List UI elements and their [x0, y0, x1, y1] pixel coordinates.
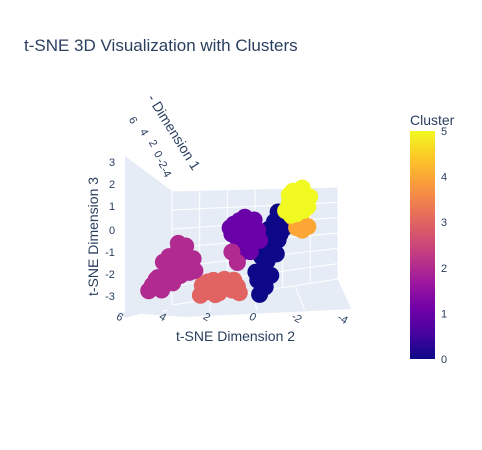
z-axis-ticks: 3 2 1 0 -1 -2 -3 — [105, 157, 115, 303]
y-tick-label: 0 — [247, 311, 258, 324]
gridline — [337, 278, 353, 310]
data-point-cluster-2[interactable] — [173, 257, 191, 275]
data-point-cluster-5[interactable] — [282, 206, 300, 224]
x-tick-label: 6 — [126, 115, 139, 126]
z-tick-label: 1 — [109, 201, 115, 213]
gridline — [162, 309, 168, 312]
data-point-cluster-5[interactable] — [299, 198, 317, 216]
z-tick-label: 3 — [109, 157, 115, 169]
data-point-cluster-3[interactable] — [206, 286, 224, 304]
data-point-cluster-3[interactable] — [191, 286, 209, 304]
z-tick-label: -3 — [105, 291, 115, 303]
z-tick-label: 0 — [109, 225, 115, 237]
data-point-cluster-2[interactable] — [164, 274, 182, 292]
colorbar-ticks: 0 1 2 3 4 5 — [441, 126, 447, 366]
x-tick-label: 0 — [151, 149, 164, 160]
data-point-cluster-1[interactable] — [238, 238, 256, 256]
z-tick-label: -2 — [105, 269, 115, 281]
colorbar-title: Cluster — [410, 112, 455, 128]
colorbar-tick-label: 0 — [441, 354, 447, 366]
colorbar-tick-label: 5 — [441, 126, 447, 138]
colorbar — [410, 131, 435, 359]
colorbar-tick-label: 4 — [441, 172, 447, 184]
data-point-cluster-2[interactable] — [147, 271, 165, 288]
data-point-cluster-2[interactable] — [160, 248, 178, 266]
data-point-cluster-4[interactable] — [299, 218, 317, 236]
y-tick-label: 6 — [114, 311, 125, 324]
x-tick-label: 4 — [137, 127, 150, 138]
data-point-cluster-0[interactable] — [256, 278, 274, 296]
y-tick-label: 2 — [201, 311, 212, 324]
data-point-cluster-1[interactable] — [236, 208, 254, 226]
data-point-cluster-2[interactable] — [186, 262, 204, 280]
z-axis-title: t-SNE Dimension 3 — [85, 177, 101, 296]
data-point-cluster-1[interactable] — [251, 231, 269, 249]
data-point-cluster-2[interactable] — [177, 237, 195, 255]
gridline — [114, 311, 126, 319]
colorbar-tick-label: 3 — [441, 217, 447, 229]
z-tick-label: -1 — [105, 247, 115, 259]
x-tick-label: 2 — [146, 138, 159, 149]
colorbar-tick-label: 1 — [441, 308, 447, 320]
y-axis-title: t-SNE Dimension 2 — [176, 328, 295, 344]
data-point-cluster-2[interactable] — [223, 243, 241, 261]
data-point-cluster-1[interactable] — [221, 219, 239, 237]
data-point-cluster-3[interactable] — [225, 271, 243, 289]
data-points[interactable] — [140, 179, 319, 304]
data-point-cluster-5[interactable] — [280, 186, 298, 204]
chart-title: t-SNE 3D Visualization with Clusters — [24, 36, 298, 55]
colorbar-tick-label: 2 — [441, 263, 447, 275]
data-point-cluster-5[interactable] — [293, 179, 311, 197]
scene-3d[interactable] — [114, 156, 353, 319]
gridline — [294, 286, 306, 310]
data-point-cluster-0[interactable] — [247, 263, 265, 281]
y-tick-label: 4 — [157, 311, 168, 324]
z-tick-label: 2 — [109, 179, 115, 191]
